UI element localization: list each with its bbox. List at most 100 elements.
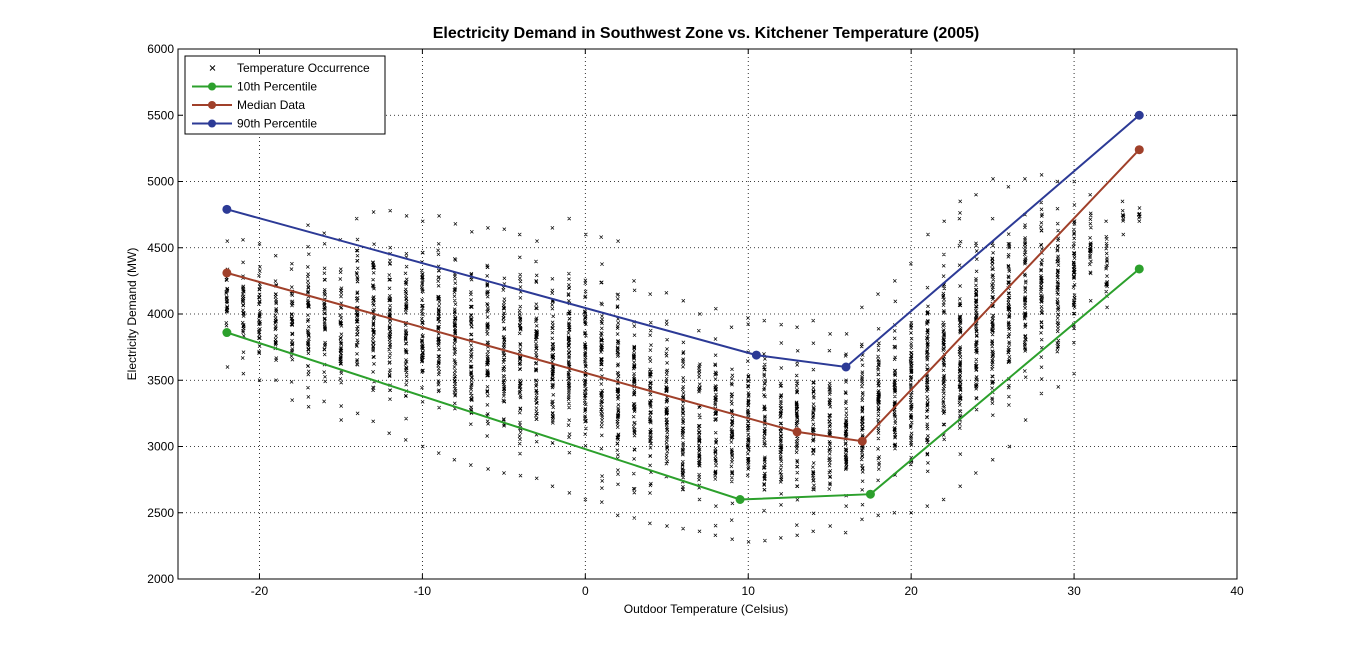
legend-marker <box>209 65 216 71</box>
scatter-points <box>990 177 996 462</box>
scatter-points <box>631 279 637 520</box>
scatter-column <box>224 239 230 369</box>
scatter-points <box>257 241 262 383</box>
x-tick-label: 0 <box>582 584 589 598</box>
scatter-points <box>908 261 914 515</box>
scatter-points <box>273 253 279 383</box>
scatter-column <box>1120 199 1126 237</box>
scatter-column <box>1055 179 1061 389</box>
series-point <box>735 495 745 504</box>
scatter-points <box>729 325 735 542</box>
scatter-column <box>322 231 328 404</box>
scatter-column <box>615 239 621 518</box>
scatter-points <box>810 318 816 534</box>
scatter-points <box>957 199 963 489</box>
scatter-column <box>599 235 605 505</box>
scatter-points <box>924 232 930 508</box>
x-tick-label: -20 <box>251 584 269 598</box>
scatter-column <box>696 312 702 534</box>
x-tick-label: 40 <box>1230 584 1244 598</box>
y-tick-label: 3000 <box>147 440 174 454</box>
ticks-layer: -20 -10 0 10 20 30 40 2000 2500 3000 3500 4000 4500 5… <box>147 42 1244 598</box>
scatter-points <box>550 226 556 489</box>
scatter-column <box>729 325 735 542</box>
scatter-column <box>924 232 930 508</box>
scatter-column <box>354 216 360 416</box>
series-point <box>222 204 232 214</box>
scatter-column <box>664 290 670 528</box>
scatter-points <box>778 322 784 540</box>
scatter-column <box>1071 179 1077 376</box>
scatter-column <box>1022 177 1028 422</box>
series-point <box>1134 145 1144 155</box>
scatter-column <box>648 292 653 526</box>
scatter-points <box>1055 179 1061 389</box>
scatter-column <box>876 292 882 518</box>
scatter-column <box>305 223 311 409</box>
x-tick-label: 30 <box>1067 584 1081 598</box>
scatter-points <box>305 223 311 409</box>
scatter-points <box>941 219 947 502</box>
series-point <box>841 362 851 372</box>
scatter-points <box>338 237 344 422</box>
scatter-points <box>354 216 360 416</box>
scatter-points <box>1136 206 1142 224</box>
x-tick-label: 10 <box>742 584 756 598</box>
scatter-points <box>973 192 979 475</box>
scatter-column <box>680 298 686 531</box>
scatter-column <box>713 306 719 538</box>
scatter-column <box>289 261 295 402</box>
legend-label: Temperature Occurrence <box>237 61 370 75</box>
scatter-column <box>419 219 425 449</box>
scatter-points <box>1071 179 1077 376</box>
y-tick-label: 4000 <box>147 307 174 321</box>
scatter-column <box>468 229 474 467</box>
scatter-points <box>468 229 474 467</box>
scatter-points <box>289 261 295 402</box>
y-tick-label: 5500 <box>147 108 174 122</box>
scatter-column <box>778 322 784 540</box>
legend-label: Median Data <box>237 98 305 112</box>
scatter-column <box>1087 192 1093 303</box>
chart-title: Electricity Demand in Southwest Zone vs.… <box>433 25 980 42</box>
scatter-column <box>827 332 833 528</box>
scatter-column <box>631 279 637 520</box>
scatter-column <box>338 237 344 422</box>
scatter-points <box>648 292 653 526</box>
legend-marker <box>208 82 216 91</box>
scatter-column <box>1006 184 1012 449</box>
legend-label: 10th Percentile <box>237 80 317 94</box>
series-point <box>222 328 232 338</box>
y-tick-label: 6000 <box>147 42 174 56</box>
scatter-points <box>582 232 588 502</box>
scatter-column <box>452 222 458 462</box>
scatter-column <box>403 214 409 442</box>
x-tick-label: 20 <box>904 584 918 598</box>
scatter-points <box>664 290 670 528</box>
series-point <box>1134 264 1144 274</box>
scatter-column <box>582 232 588 502</box>
scatter-points <box>859 305 865 522</box>
scatter-column <box>990 177 996 462</box>
scatter-points <box>696 312 702 534</box>
scatter-column <box>859 305 865 522</box>
y-tick-label: 2500 <box>147 506 174 520</box>
scatter-column <box>908 261 914 515</box>
scatter-column <box>762 318 767 543</box>
scatter-column <box>566 216 572 495</box>
scatter-points <box>452 222 458 462</box>
scatter-points <box>322 231 328 404</box>
scatter-points <box>713 306 719 538</box>
scatter-points <box>224 239 230 369</box>
scatter-points <box>371 210 376 424</box>
scatter-points <box>1006 184 1012 449</box>
y-tick-label: 4500 <box>147 241 174 255</box>
scatter-points <box>1087 192 1093 303</box>
scatter-points <box>615 239 621 518</box>
y-axis-label: Electricity Demand (MW) <box>125 248 139 381</box>
scatter-points <box>876 292 882 518</box>
scatter-column <box>941 219 947 502</box>
scatter-column <box>273 253 279 383</box>
series-point <box>792 427 802 437</box>
scatter-column <box>371 210 376 424</box>
